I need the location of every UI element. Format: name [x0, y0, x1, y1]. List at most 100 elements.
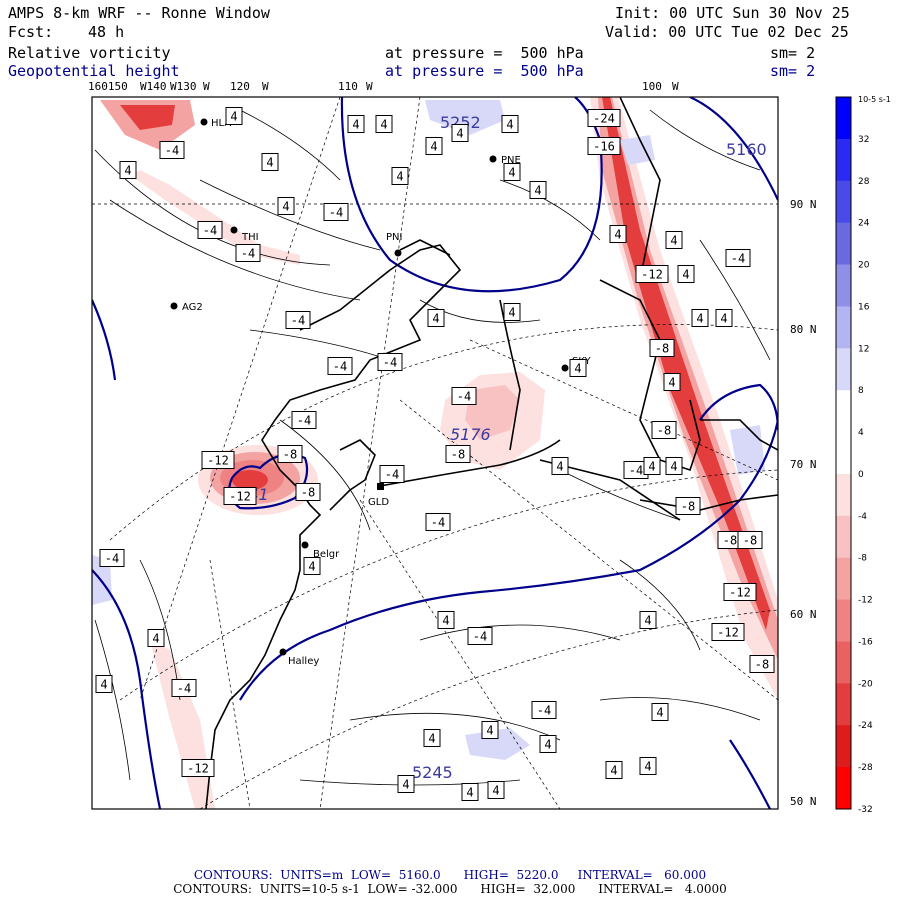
lon-label: W — [366, 80, 373, 93]
contour-label: -8 — [301, 486, 315, 500]
contour-label-box — [587, 137, 621, 155]
colorbar-swatch — [836, 264, 851, 307]
station-label: PNI — [386, 232, 402, 243]
colorbar-frame — [835, 96, 852, 810]
contour-label: 4 — [486, 724, 493, 738]
contour-label-box — [569, 359, 587, 377]
contour-label-box — [285, 311, 311, 329]
contour-label-box — [711, 623, 745, 641]
contour-label: -8 — [743, 534, 757, 548]
contour-label: -12 — [229, 490, 251, 504]
contour-label: -8 — [755, 658, 769, 672]
colorbar-tick-label: 20 — [858, 261, 870, 271]
contour-label-box — [587, 109, 621, 127]
contour-label: 4 — [442, 614, 449, 628]
station-label: Halley — [288, 656, 319, 667]
colorbar-swatch — [836, 473, 851, 517]
contour-label-box — [119, 161, 137, 179]
colorbar-tick-label: -12 — [858, 596, 873, 606]
station-label: HLA — [211, 118, 231, 129]
contour-label: 4 — [124, 164, 131, 178]
contour-label-box — [181, 759, 215, 777]
contour-label: -4 — [329, 206, 343, 220]
valid-time: Valid: 00 UTC Tue 02 Dec 25 — [605, 23, 849, 41]
contour-label-box — [503, 163, 521, 181]
contour-label: -4 — [457, 390, 471, 404]
footer-vorticity-contours: CONTOURS: UNITS=10-5 s-1 LOW= -32.000 HI… — [173, 882, 727, 896]
lon-label: 160150 — [88, 80, 128, 93]
lon-label: W — [262, 80, 269, 93]
contour-label-box — [609, 225, 627, 243]
contour-label: -4 — [241, 247, 255, 261]
forecast-hour: 48 h — [88, 23, 125, 41]
contour-label: 4 — [720, 312, 727, 326]
height-label: 5160 — [726, 140, 767, 159]
lon-label: 100 — [642, 80, 662, 93]
colorbar-tick-label: 24 — [858, 219, 870, 229]
contour-label: -8 — [657, 424, 671, 438]
contour-labels: 4 -4 4 4 4 4 -4 -4 -4 4 4 4 4 4 4 4 -24 -16 4 4 -12 4 -4 4 4 4 4 -4… — [95, 107, 775, 801]
field2-level: at pressure = 500 hPa — [385, 62, 584, 80]
contour-label: -12 — [187, 762, 209, 776]
contour-label: -4 — [537, 704, 551, 718]
contour-label: 4 — [308, 560, 315, 574]
contour-label-box — [675, 497, 701, 515]
field2-name: Geopotential height — [8, 62, 180, 80]
station-dot — [279, 648, 287, 656]
contour-label-box — [501, 115, 519, 133]
contour-label-box — [425, 137, 443, 155]
contour-label-box — [663, 373, 681, 391]
colorbar-tick-label: -4 — [858, 512, 867, 522]
contour-label: -8 — [451, 448, 465, 462]
colorbar: 32 28 24 20 16 12 8 4 0 -4 -8 -12 -16 -20 -24 -28 -32 — [835, 96, 873, 815]
contour-label: 4 — [396, 170, 403, 184]
colorbar-swatch — [836, 97, 851, 140]
lat-label: 50 N — [790, 795, 817, 808]
colorbar-units: 10-5 s-1 — [858, 95, 891, 104]
contour-label-box — [223, 487, 257, 505]
colorbar-tick-label: 32 — [858, 135, 869, 145]
contour-label: 4 — [100, 678, 107, 692]
colorbar-tick-label: 28 — [858, 177, 870, 187]
colorbar-tick-label: -32 — [858, 805, 873, 815]
height-label: 5176 — [450, 425, 491, 444]
contour-label: 4 — [644, 614, 651, 628]
contour-label: -8 — [655, 342, 669, 356]
contour-label-box — [323, 203, 349, 221]
lat-label: 90 N — [790, 198, 817, 211]
contour-label: 4 — [670, 460, 677, 474]
contour-label: 4 — [266, 156, 273, 170]
contour-label-box — [531, 701, 557, 719]
contour-label-box — [649, 339, 675, 357]
map-field — [92, 97, 778, 809]
colorbar-swatch — [836, 599, 851, 642]
contour-label: -8 — [681, 500, 695, 514]
contour-label: 4 — [380, 118, 387, 132]
contour-label-box — [277, 197, 295, 215]
station-dot — [230, 226, 238, 234]
colorbar-swatch — [836, 641, 851, 684]
lat-label: 70 N — [790, 458, 817, 471]
colorbar-tick-label: 4 — [858, 428, 864, 438]
colorbar-swatch — [836, 138, 851, 182]
colorbar-swatch — [836, 557, 851, 601]
field2-smoothing: sm= 2 — [770, 62, 816, 80]
height-label: 5245 — [412, 763, 453, 782]
field1-level: at pressure = 500 hPa — [385, 44, 584, 62]
contour-label-box — [503, 303, 521, 321]
lon-label: W130 — [170, 80, 197, 93]
contour-label-box — [467, 627, 493, 645]
field1-name: Relative vorticity — [8, 44, 171, 62]
contour-label-box — [487, 781, 505, 799]
station-label: GLD — [368, 497, 389, 508]
colorbar-swatch — [836, 180, 851, 224]
contour-label-box — [147, 629, 165, 647]
contour-label: 4 — [670, 234, 677, 248]
contour-label-box — [723, 583, 757, 601]
contour-label-box — [197, 221, 223, 239]
contour-label: -4 — [385, 468, 399, 482]
contour-label-box — [261, 153, 279, 171]
contour-label: -16 — [593, 140, 615, 154]
contour-label: -4 — [165, 144, 179, 158]
